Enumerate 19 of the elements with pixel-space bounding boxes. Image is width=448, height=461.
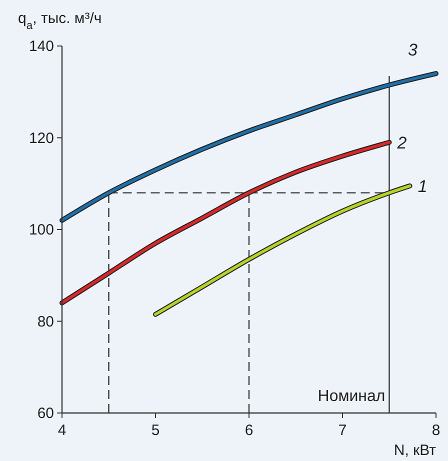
x-tick-label: 5 (151, 422, 160, 439)
y-tick-label: 140 (28, 38, 54, 55)
y-axis-title: q$_{a}$, тыс. м³/ч (18, 10, 102, 32)
x-tick-label: 4 (58, 422, 66, 439)
x-tick-label: 8 (432, 422, 440, 439)
series-label: 1 (418, 176, 428, 196)
x-tick-label: 7 (338, 422, 347, 439)
y-tick-label: 60 (37, 405, 54, 422)
x-axis-title: N, кВт (394, 442, 436, 459)
y-tick-label: 120 (28, 130, 54, 147)
line-series (60, 71, 438, 223)
x-tick-label: 6 (244, 422, 254, 439)
series-label: 2 (396, 133, 408, 152)
line-series (60, 140, 392, 306)
ref-line-label: Номинал (318, 388, 386, 405)
y-tick-label: 100 (28, 222, 54, 238)
series-label: 3 (408, 40, 418, 60)
line-series (153, 183, 412, 317)
y-tick-label: 80 (37, 313, 54, 330)
